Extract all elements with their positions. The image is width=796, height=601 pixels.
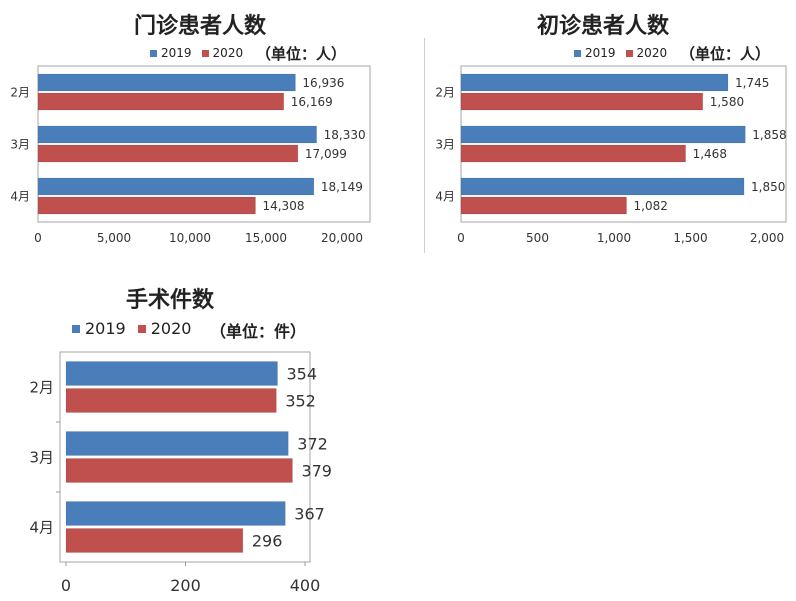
chart-surgeries: 手术件数 2019 2020 （单位：件） 2月 354 352 3月 372 379 4月… (0, 270, 400, 601)
data-label: 1,858 (752, 128, 786, 142)
chart-legend: 2019 2020 (72, 319, 191, 338)
bar-2019-2月 (65, 361, 279, 386)
chart-legend: 2019 2020 (574, 46, 667, 60)
data-label: 17,099 (305, 147, 347, 161)
bar-2020-4月 (460, 196, 628, 215)
legend-label-2020: 2020 (150, 319, 192, 338)
category-label: 4月 (435, 189, 455, 203)
plot-frame (37, 65, 371, 223)
chart-title: 初诊患者人数 (536, 14, 669, 39)
bar-2019-3月 (37, 125, 318, 144)
data-label: 379 (301, 461, 332, 480)
bar-2020-2月 (37, 92, 285, 111)
bar-2020-2月 (65, 388, 277, 413)
data-label: 1,745 (735, 76, 769, 90)
bar-2019-3月 (65, 431, 289, 456)
category-label: 3月 (10, 137, 30, 151)
data-label: 1,468 (693, 147, 727, 161)
x-tick-label: 500 (526, 231, 549, 245)
bar-2019-2月 (37, 73, 296, 92)
chart-plot: 2月 16,936 16,169 3月 18,330 17,099 4月 18,149 14,3… (10, 65, 371, 245)
plot-frame (460, 65, 787, 223)
bar-2020-3月 (65, 458, 293, 483)
x-tick-label: 0 (34, 231, 42, 245)
category-label: 4月 (29, 518, 54, 536)
bar-2020-4月 (37, 196, 256, 215)
data-label: 1,580 (710, 95, 744, 109)
data-label: 16,936 (302, 76, 344, 90)
chart-outpatients: 门诊患者人数 2019 2020 （单位：人） 2月 16,936 16,169 3月… (0, 0, 400, 260)
category-label: 2月 (29, 378, 54, 396)
data-label: 1,850 (751, 180, 785, 194)
x-tick-label: 2,000 (750, 231, 784, 245)
legend-label-2019: 2019 (161, 46, 192, 60)
x-tick-label: 20,000 (321, 231, 363, 245)
category-label: 4月 (10, 189, 30, 203)
bar-2020-3月 (460, 144, 687, 163)
x-tick-label: 0 (457, 231, 465, 245)
unit-label: （单位：人） (256, 45, 347, 63)
chart-legend: 2019 2020 (150, 46, 243, 60)
bar-2019-4月 (65, 501, 286, 526)
legend-swatch-2020 (137, 324, 146, 333)
data-label: 352 (285, 391, 316, 410)
x-tick-label: 400 (290, 576, 321, 595)
chart-title: 门诊患者人数 (133, 14, 266, 39)
data-label: 16,169 (291, 95, 333, 109)
legend-label-2019: 2019 (585, 46, 616, 60)
data-label: 1,082 (634, 199, 668, 213)
chart-plot: 2月 354 352 3月 372 379 4月 367 296 0 200 400 (29, 351, 332, 595)
unit-label: （单位：件） (210, 322, 307, 341)
chart-title: 手术件数 (125, 288, 214, 313)
legend-swatch-2019 (72, 324, 80, 333)
legend-swatch-2019 (150, 49, 157, 57)
x-tick-label: 200 (170, 576, 201, 595)
unit-label: （单位：人） (680, 45, 771, 63)
chart-plot: 2月 1,745 1,580 3月 1,858 1,468 4月 1,850 1,082 0 500… (435, 65, 787, 245)
data-label: 367 (294, 504, 325, 523)
divider (424, 38, 425, 253)
category-label: 3月 (435, 137, 455, 151)
legend-label-2020: 2020 (636, 46, 668, 60)
bar-2019-4月 (460, 177, 745, 196)
data-label: 354 (287, 364, 318, 383)
x-tick-label: 1,500 (673, 231, 707, 245)
legend-swatch-2020 (201, 49, 209, 57)
bar-2020-4月 (65, 528, 244, 553)
x-tick-label: 10,000 (169, 231, 211, 245)
data-label: 296 (252, 531, 283, 550)
legend-label-2019: 2019 (85, 319, 126, 338)
x-tick-label: 0 (61, 576, 71, 595)
bar-2020-3月 (37, 144, 299, 163)
bar-2020-2月 (460, 92, 704, 111)
data-label: 372 (297, 434, 328, 453)
category-label: 3月 (29, 448, 54, 466)
legend-swatch-2019 (574, 49, 581, 57)
x-tick-label: 5,000 (97, 231, 131, 245)
data-label: 14,308 (262, 199, 304, 213)
chart-new-patients: 初诊患者人数 2019 2020 （单位：人） 2月 1,745 1,580 3月 1,… (410, 0, 796, 260)
data-label: 18,149 (321, 180, 363, 194)
legend-label-2020: 2020 (212, 46, 244, 60)
bar-2019-2月 (460, 73, 729, 92)
data-label: 18,330 (324, 128, 366, 142)
category-label: 2月 (10, 85, 30, 99)
x-tick-label: 1,000 (597, 231, 631, 245)
x-tick-label: 15,000 (245, 231, 287, 245)
category-label: 2月 (435, 85, 455, 99)
bar-2019-3月 (460, 125, 746, 144)
legend-swatch-2020 (625, 49, 633, 57)
bar-2019-4月 (37, 177, 315, 196)
